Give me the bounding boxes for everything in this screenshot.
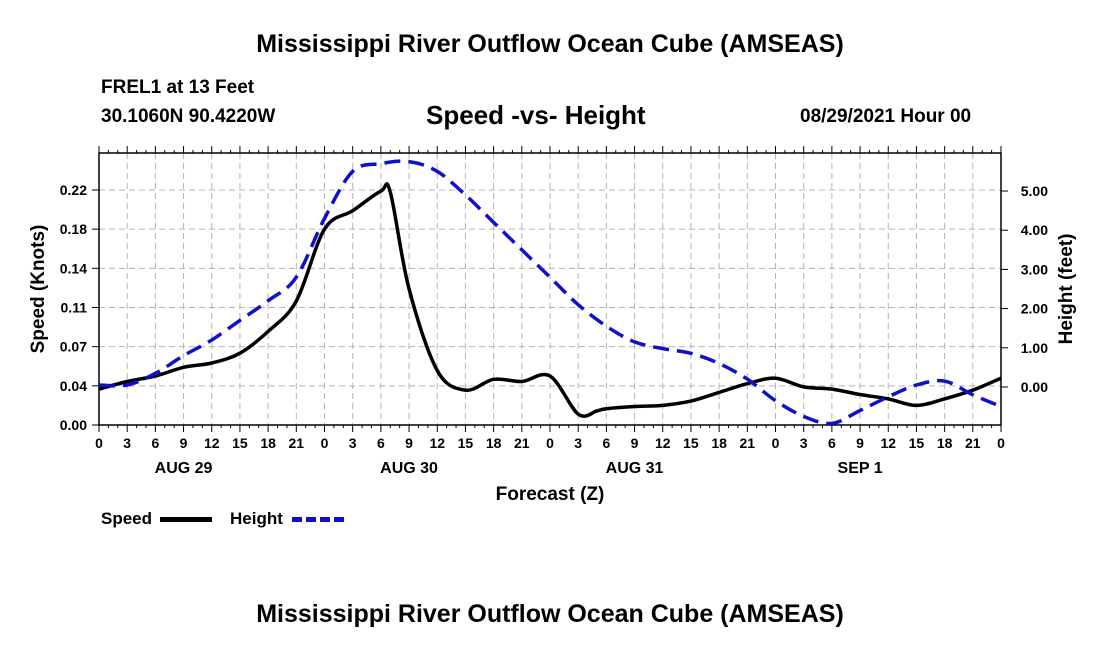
- x-tick-label: 0: [546, 435, 554, 451]
- x-tick-label: 9: [856, 435, 864, 451]
- y-right-tick-label: 2.00: [1021, 301, 1048, 317]
- x-tick-label: 15: [909, 435, 925, 451]
- x-tick-label: 18: [711, 435, 727, 451]
- x-tick-label: 15: [232, 435, 248, 451]
- coordinates-label: 30.1060N 90.4220W: [101, 106, 276, 127]
- speed-height-chart: 0 3 6 9 12 15 18 21 0 3 6 9 12 15 18 21 0 3 6 9 12 15 18 21 0 3 6 9…: [28, 146, 1077, 505]
- y-left-tick-label: 0.04: [60, 378, 87, 394]
- y-left-tick-label: 0.18: [60, 221, 87, 237]
- x-tick-label: 0: [321, 435, 329, 451]
- x-tick-label: 9: [180, 435, 188, 451]
- x-day-label: AUG 31: [606, 460, 664, 477]
- x-tick-label: 9: [405, 435, 413, 451]
- speed-series-line: [99, 182, 1001, 418]
- x-tick-label: 9: [631, 435, 639, 451]
- y-right-tick-label: 4.00: [1021, 222, 1048, 238]
- page-title: Mississippi River Outflow Ocean Cube (AM…: [256, 30, 844, 58]
- x-tick-label: 0: [772, 435, 780, 451]
- y-axis-right-label: Height (feet): [1056, 234, 1077, 345]
- y-right-tick-label: 0.00: [1021, 379, 1048, 395]
- x-tick-label: 6: [602, 435, 610, 451]
- x-tick-label: 18: [486, 435, 502, 451]
- x-tick-label: 21: [514, 435, 530, 451]
- x-day-label: AUG 29: [155, 460, 213, 477]
- y-right-tick-label: 1.00: [1021, 340, 1048, 356]
- x-tick-label: 15: [458, 435, 474, 451]
- x-tick-label: 12: [204, 435, 220, 451]
- x-tick-label: 3: [800, 435, 808, 451]
- x-tick-label: 12: [429, 435, 445, 451]
- chart-axes: [92, 146, 1008, 432]
- y-left-tick-label: 0.00: [60, 417, 87, 433]
- x-tick-label: 12: [880, 435, 896, 451]
- legend-height-label: Height: [230, 509, 283, 528]
- x-tick-label: 3: [349, 435, 357, 451]
- x-tick-label: 18: [260, 435, 276, 451]
- y-axis-left-label: Speed (Knots): [28, 225, 49, 354]
- chart-subtitle: Speed -vs- Height: [426, 100, 646, 130]
- x-day-label: AUG 30: [380, 460, 438, 477]
- legend-height-swatch: [292, 517, 344, 522]
- legend-speed-swatch: [160, 517, 212, 522]
- x-tick-label: 18: [937, 435, 953, 451]
- y-left-tick-label: 0.11: [61, 299, 88, 315]
- forecast-datetime: 08/29/2021 Hour 00: [800, 106, 972, 127]
- y-left-tick-label: 0.07: [60, 339, 87, 355]
- x-tick-label: 6: [151, 435, 159, 451]
- station-label: FREL1 at 13 Feet: [101, 77, 255, 98]
- x-tick-label: 3: [123, 435, 131, 451]
- x-tick-label: 21: [965, 435, 981, 451]
- y-left-tick-label: 0.14: [60, 260, 87, 276]
- y-right-tick-label: 3.00: [1021, 261, 1048, 277]
- x-tick-label: 6: [377, 435, 385, 451]
- x-tick-label: 21: [289, 435, 305, 451]
- legend-speed-label: Speed: [101, 509, 153, 528]
- y-left-tick-label: 0.22: [60, 182, 87, 198]
- height-series-line: [99, 159, 1001, 425]
- x-axis-label: Forecast (Z): [496, 484, 605, 505]
- x-tick-label: 0: [997, 435, 1005, 451]
- x-tick-label: 0: [95, 435, 103, 451]
- x-tick-label: 6: [828, 435, 836, 451]
- chart-series: [99, 159, 1001, 425]
- x-tick-label: 21: [740, 435, 756, 451]
- footer-title: Mississippi River Outflow Ocean Cube (AM…: [256, 600, 844, 628]
- plot-frame: [98, 152, 1002, 426]
- x-tick-label: 12: [655, 435, 671, 451]
- chart-grid: [99, 153, 1001, 425]
- chart-tick-labels: 0 3 6 9 12 15 18 21 0 3 6 9 12 15 18 21 0 3 6 9 12 15 18 21 0 3 6 9…: [60, 182, 1048, 477]
- x-tick-label: 3: [574, 435, 582, 451]
- x-day-label: SEP 1: [838, 460, 883, 477]
- y-right-tick-label: 5.00: [1021, 183, 1048, 199]
- x-tick-label: 15: [683, 435, 699, 451]
